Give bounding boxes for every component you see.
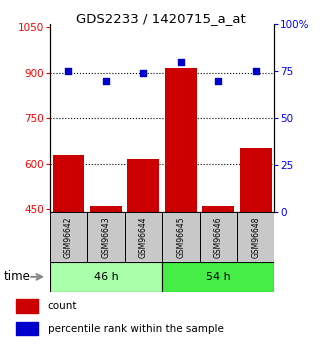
Bar xyxy=(202,206,234,212)
Bar xyxy=(16,299,38,313)
Text: GSM96643: GSM96643 xyxy=(101,216,110,258)
Point xyxy=(141,70,146,76)
Text: time: time xyxy=(3,270,30,283)
Text: GSM96646: GSM96646 xyxy=(214,216,223,258)
Text: GSM96644: GSM96644 xyxy=(139,216,148,258)
Bar xyxy=(162,212,200,262)
Text: GSM96648: GSM96648 xyxy=(251,216,260,258)
Bar xyxy=(127,159,159,212)
Bar xyxy=(125,212,162,262)
Text: count: count xyxy=(48,301,77,311)
Text: 46 h: 46 h xyxy=(93,272,118,282)
Bar xyxy=(162,262,274,292)
Text: 54 h: 54 h xyxy=(206,272,231,282)
Text: GSM96645: GSM96645 xyxy=(176,216,185,258)
Point xyxy=(66,68,71,74)
Point xyxy=(216,78,221,83)
Point xyxy=(103,78,108,83)
Bar xyxy=(90,206,122,212)
Bar xyxy=(87,212,125,262)
Bar xyxy=(53,155,84,212)
Text: GSM96642: GSM96642 xyxy=(64,216,73,258)
Bar xyxy=(200,212,237,262)
Bar xyxy=(16,322,38,335)
Text: GDS2233 / 1420715_a_at: GDS2233 / 1420715_a_at xyxy=(76,12,245,25)
Bar xyxy=(240,148,272,212)
Bar xyxy=(50,262,162,292)
Point xyxy=(253,68,258,74)
Bar xyxy=(237,212,274,262)
Text: percentile rank within the sample: percentile rank within the sample xyxy=(48,324,223,334)
Point xyxy=(178,59,183,65)
Bar xyxy=(50,212,87,262)
Bar xyxy=(165,68,197,212)
